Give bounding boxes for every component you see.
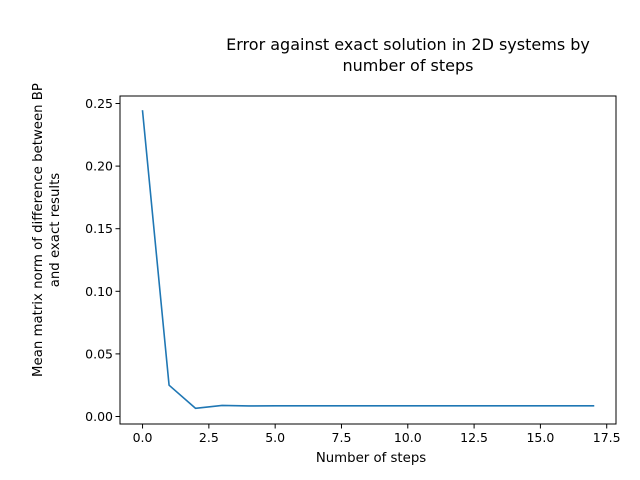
x-tick-label: 10.0 [394,430,422,445]
x-tick-label: 15.0 [526,430,554,445]
y-axis-ticks: 0.00 0.05 0.10 0.15 0.20 0.25 [85,96,120,424]
x-tick-label: 7.5 [332,430,352,445]
y-tick-label: 0.25 [85,96,113,111]
x-tick-label: 2.5 [199,430,219,445]
y-axis-label: Mean matrix norm of difference between B… [31,83,63,377]
y-tick-label: 0.20 [85,159,113,174]
series-layer [141,110,595,410]
x-tick-label: 0.0 [133,430,153,445]
y-tick-label: 0.15 [85,221,113,236]
x-tick-label: 17.5 [593,430,621,445]
x-axis-ticks: 0.0 2.5 5.0 7.5 10.0 12.5 15.0 17.5 [133,424,621,445]
y-axis-label-line: Mean matrix norm of difference between B… [31,83,46,377]
y-tick-label: 0.10 [85,284,113,299]
series-line [141,110,595,410]
x-tick-label: 5.0 [265,430,285,445]
y-tick-label: 0.05 [85,346,113,361]
y-tick-label: 0.00 [85,409,113,424]
x-axis-label: Number of steps [316,451,426,466]
chart-title-line: number of steps [343,56,474,75]
y-axis-label-line: and exact results [48,173,63,288]
chart-title: Error against exact solution in 2D syste… [226,35,590,75]
chart-title-line: Error against exact solution in 2D syste… [226,35,590,54]
x-tick-label: 12.5 [460,430,488,445]
plot-area-frame [119,95,617,425]
